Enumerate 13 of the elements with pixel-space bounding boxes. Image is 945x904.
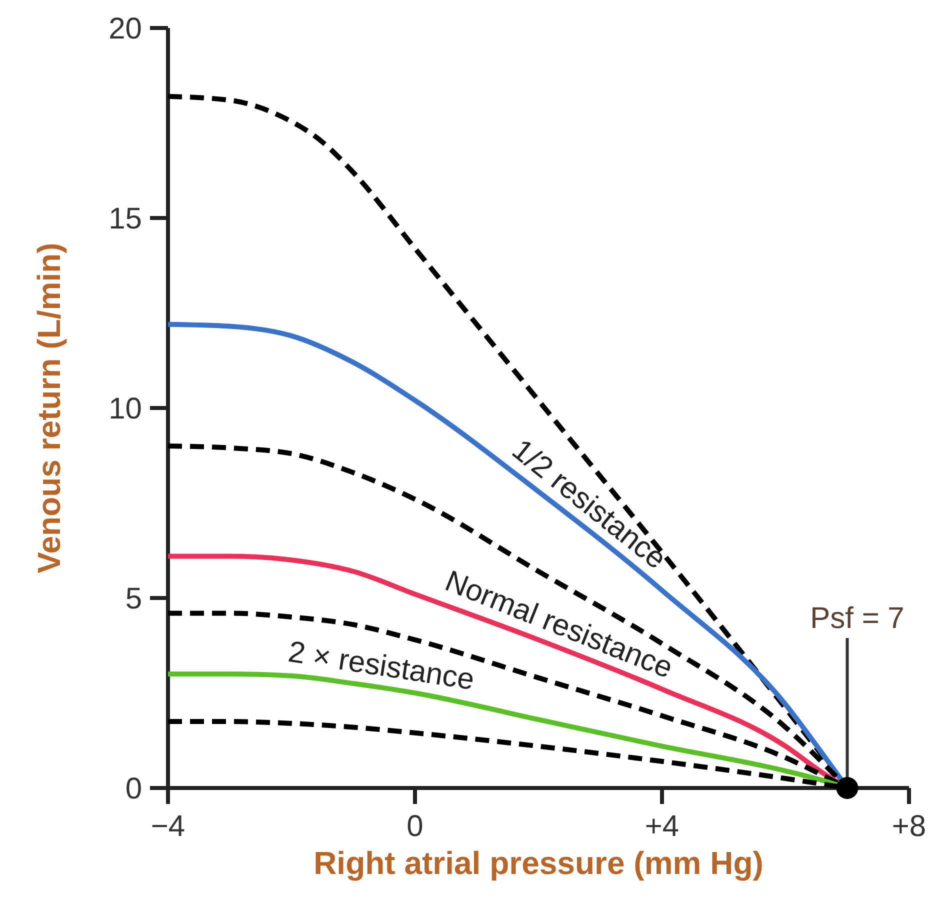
x-tick-label: 0: [406, 810, 424, 843]
y-tick-label: 5: [125, 582, 142, 616]
y-tick-label: 15: [108, 202, 142, 236]
x-tick-label: +4: [644, 810, 680, 843]
text: 2 × resistance: [286, 635, 476, 697]
y-tick-label: 0: [125, 772, 142, 806]
y-tick-label: 10: [108, 392, 142, 426]
x-tick-label: +8: [892, 810, 926, 843]
x-tick-label: −4: [150, 810, 186, 843]
x-axis-title: Right atrial pressure (mm Hg): [314, 845, 764, 881]
annotation: Psf = 7: [810, 602, 904, 635]
y-tick-label: 20: [108, 12, 142, 46]
y-axis-title: Venous return (L/min): [31, 242, 67, 574]
